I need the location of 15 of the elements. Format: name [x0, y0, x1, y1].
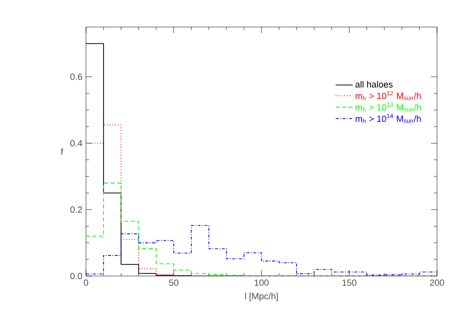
legend-label: m$_{h}$ > 10$^{13}$ M$_{sun}$/h [356, 102, 421, 112]
legend-label: m$_{h}$ > 10$^{12}$ M$_{sun}$/h [356, 90, 421, 100]
y-tick-label: 0.2 [70, 206, 82, 213]
legend-label: m$_{h}$ > 10$^{14}$ M$_{sun}$/h [356, 114, 421, 124]
y-tick-label: 0.0 [70, 272, 82, 280]
legend-label: all haloes [355, 80, 393, 88]
x-tick-label: 50 [169, 280, 178, 286]
y-tick-label: 0.6 [70, 74, 82, 80]
y-tick-label: 0.4 [70, 140, 82, 146]
x-axis-title: l [Mpc/h] [245, 292, 278, 302]
x-tick-label: 150 [342, 280, 356, 286]
x-tick-label: 0 [84, 280, 88, 286]
y-axis-title: f [60, 148, 64, 155]
x-tick-label: 100 [254, 280, 269, 286]
x-tick-label: 200 [430, 280, 444, 286]
